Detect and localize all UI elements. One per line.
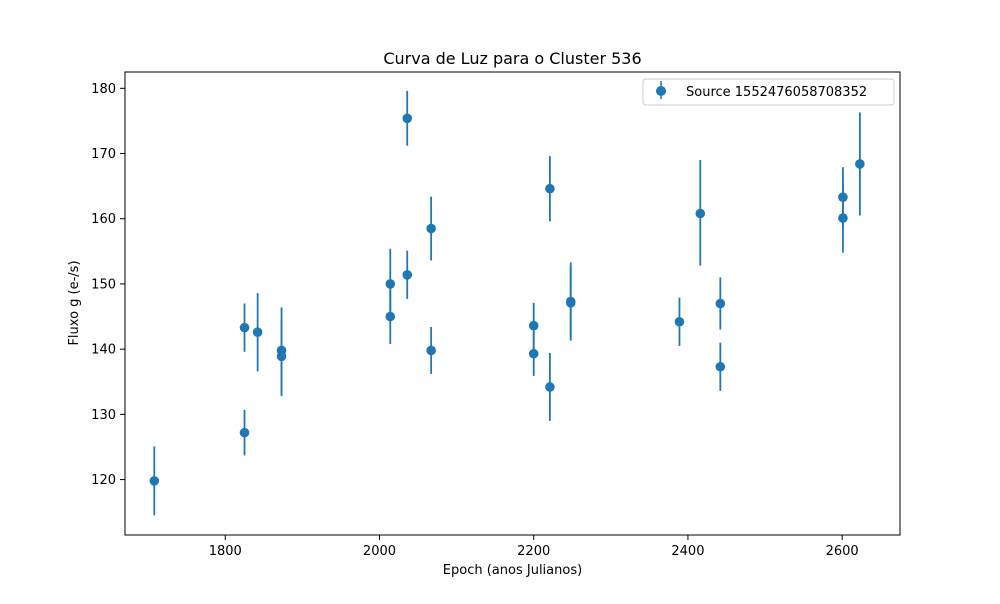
data-point [426,223,436,234]
data-point [149,476,160,486]
data-point [545,183,555,194]
data-point [545,382,555,392]
y-tick-label: 160 [91,212,116,227]
plot-area [124,71,901,536]
y-tick-label: 140 [91,343,116,358]
data-point [402,270,413,280]
x-tick-label: 1800 [209,544,242,559]
data-point [239,427,250,438]
data-point [838,192,848,203]
data-point [855,159,865,169]
data-point [565,298,576,308]
data-point [402,113,413,124]
data-point [528,320,539,331]
x-tick-label: 2000 [363,544,396,559]
data-point [695,208,706,219]
legend-label: Source 1552476058708352 [686,85,867,100]
legend-box [642,78,895,106]
data-point [674,316,685,327]
legend: Source 1552476058708352 [642,78,895,106]
y-tick-label: 170 [91,147,116,162]
y-tick-label: 120 [91,473,116,488]
data-point [385,279,396,289]
data-point [426,345,436,356]
data-point-layer [149,113,865,486]
x-axis-label: Epoch (anos Julianos) [443,563,582,578]
legend-marker-icon [656,86,666,96]
y-axis-label: Fluxo g (e-/s) [67,260,82,345]
chart-title: Curva de Luz para o Cluster 536 [383,49,641,68]
y-axis: 120 130 140 150 160 170 180 [91,82,125,488]
data-point [276,351,287,362]
x-tick-label: 2400 [671,544,704,559]
data-point [715,361,726,372]
data-point [239,322,250,333]
data-point [528,348,539,359]
data-point [715,298,726,309]
y-tick-label: 130 [91,408,116,423]
data-point [838,213,848,223]
x-tick-label: 2200 [517,544,550,559]
y-tick-label: 180 [91,82,116,97]
axes-frame [124,71,901,536]
x-axis: 1800 2000 2200 2400 2600 [209,535,859,559]
y-tick-label: 150 [91,277,116,292]
data-point [252,327,263,337]
x-tick-label: 2600 [826,544,859,559]
data-point [385,311,396,322]
